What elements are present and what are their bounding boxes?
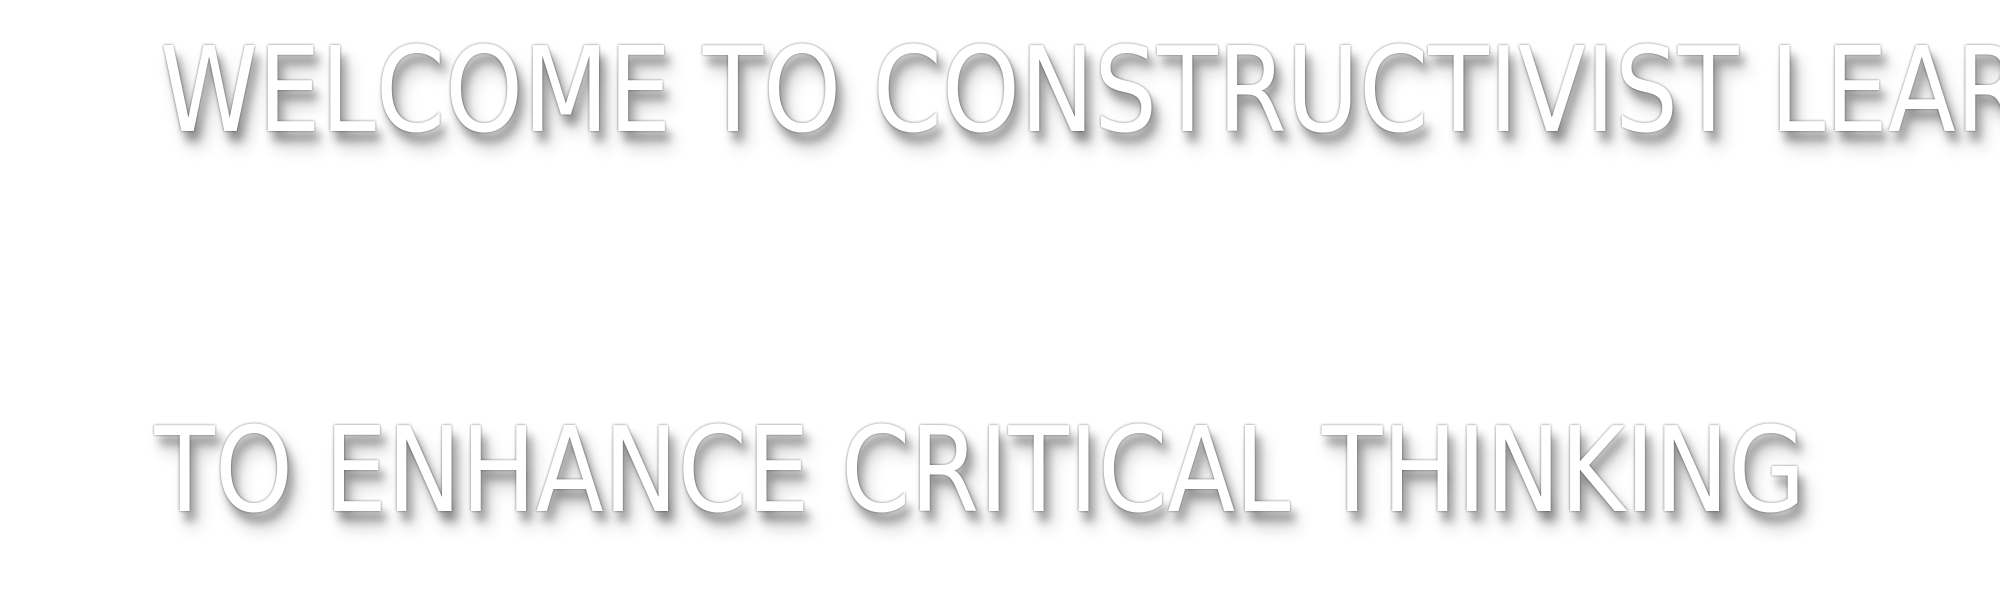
banner-headline-line-2: TO ENHANCE CRITICAL THINKING [154, 401, 1806, 539]
banner-headline-line-1: WELCOME TO CONSTRUCTIVIST LEARNING ENVIR… [160, 21, 2000, 159]
